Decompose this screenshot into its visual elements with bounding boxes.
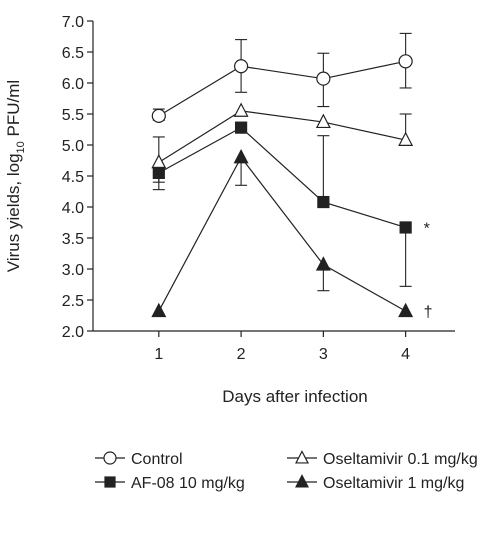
chart-series-lines [158, 60, 406, 312]
y-axis-label: Virus yields, log10 PFU/ml [4, 80, 27, 272]
chart-axes [92, 21, 455, 332]
data-point-oseltamivir-0-1-mg-kg [233, 102, 249, 117]
series-line-oseltamivir-1-mg-kg [158, 156, 406, 312]
data-point-oseltamivir-1-mg-kg [315, 256, 331, 271]
y-tick-label: 6.0 [62, 76, 84, 93]
chart-markers [151, 54, 414, 318]
chart-annotations: *† [424, 220, 433, 321]
data-point-control [316, 71, 331, 86]
y-tick-label: 7.0 [62, 14, 84, 31]
series-line-oseltamivir-0-1-mg-kg [158, 110, 406, 163]
x-tick-label: 4 [401, 346, 410, 363]
x-tick-label: 2 [237, 346, 246, 363]
y-tick-label: 3.5 [62, 231, 84, 248]
y-axis-label-suffix: PFU/ml [4, 80, 23, 141]
data-point-control [398, 54, 413, 69]
data-point-oseltamivir-0-1-mg-kg [398, 131, 414, 147]
y-tick-label: 3.0 [62, 262, 84, 279]
legend-label: Oseltamivir 1 mg/kg [323, 475, 464, 492]
legend-marker [295, 450, 309, 464]
y-tick-label: 5.0 [62, 138, 84, 155]
y-tick-label: 6.5 [62, 45, 84, 62]
data-point-af-08-10-mg-kg [399, 221, 412, 234]
y-tick-label: 5.5 [62, 107, 84, 124]
data-point-oseltamivir-1-mg-kg [233, 148, 249, 164]
chart-legend: Control Oseltamivir 0.1 mg/kg AF-08 10 mg/… [95, 450, 478, 492]
data-point-oseltamivir-1-mg-kg [151, 302, 167, 318]
data-point-af-08-10-mg-kg [152, 166, 165, 179]
annotation-mark: † [424, 304, 433, 321]
legend-marker [295, 474, 309, 488]
data-point-control [151, 108, 166, 123]
data-point-oseltamivir-0-1-mg-kg [315, 113, 331, 129]
x-tick-label: 3 [319, 346, 328, 363]
data-point-af-08-10-mg-kg [317, 195, 330, 209]
series-line-af-08-10-mg-kg [158, 126, 406, 229]
legend-label: Control [131, 451, 183, 468]
data-point-control [233, 59, 249, 74]
legend-label: Oseltamivir 0.1 mg/kg [323, 451, 478, 468]
series-line-control [158, 60, 406, 117]
y-axis-label-prefix: Virus yields, log [4, 153, 23, 272]
y-tick-label: 4.5 [62, 169, 84, 186]
y-tick-label: 4.0 [62, 200, 84, 217]
legend-marker [103, 451, 117, 465]
chart-ticks: 2.0 2.5 3.0 3.5 4.0 4.5 5.0 5.5 6.0 6.5 7.0 1 2 3 4 [62, 14, 410, 363]
data-point-oseltamivir-0-1-mg-kg [151, 153, 167, 169]
y-tick-label: 2.0 [62, 324, 84, 341]
y-axis-label-subscript: 10 [15, 141, 27, 153]
x-axis-label: Days after infection [222, 387, 368, 406]
x-tick-label: 1 [154, 346, 163, 363]
legend-marker [104, 476, 116, 488]
legend-label: AF-08 10 mg/kg [131, 475, 245, 492]
y-tick-label: 2.5 [62, 293, 84, 310]
data-point-oseltamivir-1-mg-kg [398, 302, 414, 318]
data-point-af-08-10-mg-kg [234, 121, 248, 134]
annotation-mark: * [424, 220, 430, 237]
